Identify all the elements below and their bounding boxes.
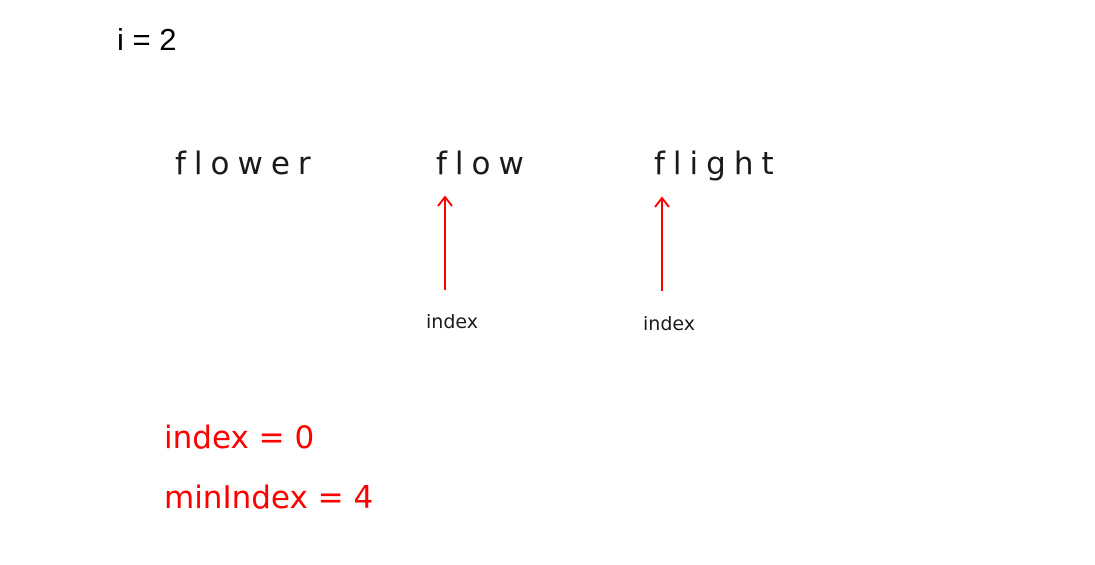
index-pointer-label-flow: index (426, 311, 478, 333)
index-arrow-flow (437, 195, 453, 290)
word-flight: flight (654, 146, 782, 182)
index-value: index = 0 (164, 420, 315, 456)
min-index-value: minIndex = 4 (164, 480, 374, 516)
word-flow: flow (436, 146, 532, 182)
index-pointer-label-flight: index (643, 313, 695, 335)
word-flower: flower (175, 146, 319, 182)
iteration-label: i = 2 (117, 22, 177, 57)
index-arrow-flight (654, 196, 670, 291)
